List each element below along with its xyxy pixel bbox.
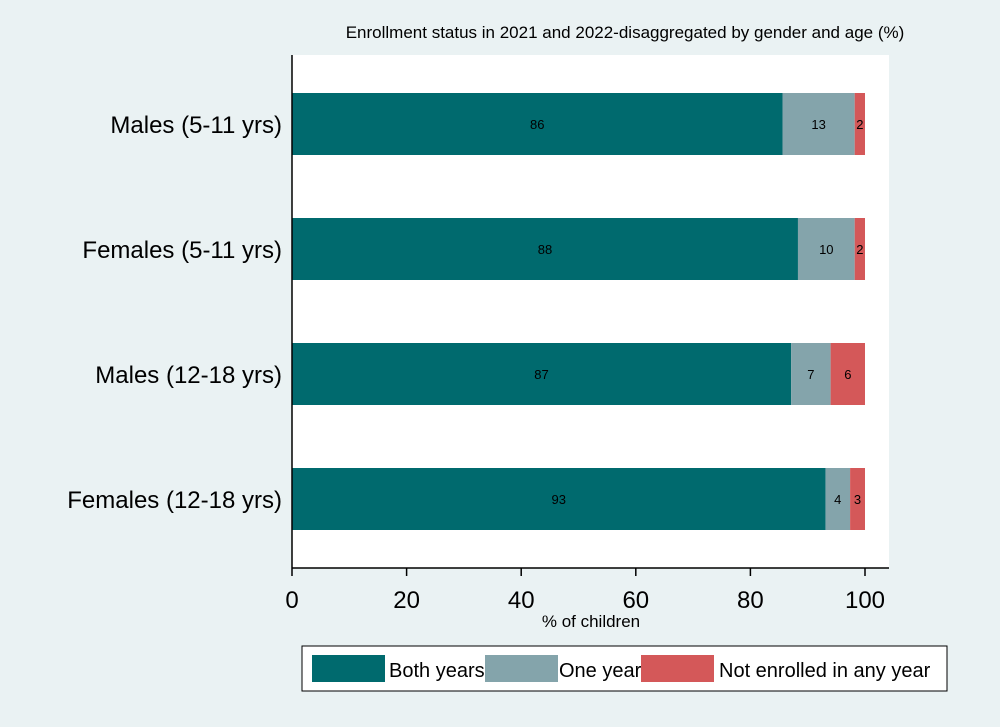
- category-label: Females (12-18 yrs): [67, 487, 282, 514]
- bar-segment: [782, 93, 855, 155]
- bar-segment: [850, 468, 865, 530]
- x-tick-label: 0: [285, 587, 298, 614]
- bar-segment: [292, 93, 783, 155]
- bar-value-label: 7: [807, 367, 814, 382]
- bar-value-label: 6: [844, 367, 851, 382]
- legend-box: [301, 645, 948, 692]
- x-axis-label: % of children: [542, 612, 640, 631]
- x-tick-label: 80: [737, 587, 764, 614]
- bar-value-label: 3: [854, 492, 861, 507]
- bar-segment: [791, 343, 831, 405]
- legend-swatch: [312, 655, 385, 682]
- chart-title: Enrollment status in 2021 and 2022-disag…: [346, 23, 905, 42]
- bar-segment: [854, 93, 865, 155]
- legend-swatch: [641, 655, 714, 682]
- category-label: Males (12-18 yrs): [95, 362, 282, 389]
- bar-segment: [825, 468, 851, 530]
- bar-segment: [830, 343, 865, 405]
- x-tick-label: 100: [845, 587, 885, 614]
- bar-segment: [292, 343, 792, 405]
- bar-value-label: 87: [534, 367, 548, 382]
- bar-value-label: 4: [834, 492, 841, 507]
- x-tick-label: 40: [508, 587, 535, 614]
- bar-value-label: 2: [856, 242, 863, 257]
- category-label: Males (5-11 yrs): [110, 112, 282, 139]
- bar-segment: [797, 218, 855, 280]
- legend: Both years One year Not enrolled in any ye…: [301, 645, 948, 692]
- legend-swatch: [485, 655, 558, 682]
- x-tick-label: 20: [393, 587, 420, 614]
- x-tick-label: 60: [622, 587, 649, 614]
- bar-value-label: 2: [856, 117, 863, 132]
- bar-value-label: 13: [811, 117, 825, 132]
- bars-layer: 86 13 2 88 10 2 87 7 6 93 4 3: [292, 93, 865, 530]
- legend-label: Both years: [389, 660, 485, 682]
- bar-value-label: 86: [530, 117, 544, 132]
- bar-segment: [854, 218, 865, 280]
- legend-label: One year: [559, 660, 642, 682]
- category-labels: Males (5-11 yrs) Females (5-11 yrs) Males …: [67, 112, 282, 514]
- legend-label: Not enrolled in any year: [719, 660, 931, 682]
- category-label: Females (5-11 yrs): [82, 237, 282, 264]
- bar-segment: [292, 218, 798, 280]
- bar-value-label: 10: [819, 242, 833, 257]
- bar-segment: [292, 468, 826, 530]
- bar-value-label: 93: [551, 492, 565, 507]
- x-axis: 0 20 40 60 80 100: [285, 55, 889, 614]
- bar-value-label: 88: [538, 242, 552, 257]
